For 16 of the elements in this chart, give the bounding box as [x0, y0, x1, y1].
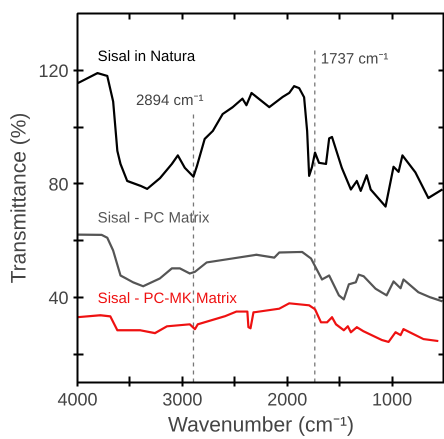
line-series [78, 234, 444, 302]
series-label: Sisal - PC Matrix [98, 210, 210, 227]
series-label: Sisal in Natura [98, 48, 196, 66]
ref-line-label: 2894 cm⁻¹ [136, 92, 204, 110]
x-tick-label: 3000 [162, 390, 202, 410]
line-series [78, 302, 440, 344]
x-axis-title: Wavenumber (cm⁻¹) [168, 414, 354, 436]
x-tick-label: 1000 [372, 390, 412, 410]
y-tick-label: 120 [38, 60, 69, 81]
y-tick-label: 40 [48, 288, 69, 308]
series-label: Sisal - PC-MK Matrix [98, 290, 238, 308]
x-tick-label: 4000 [57, 390, 98, 410]
y-tick-label: 80 [48, 174, 69, 194]
y-axis-title: Transmittance (%) [7, 112, 30, 284]
ref-line-label: 1737 cm⁻¹ [320, 50, 388, 68]
x-tick-label: 2000 [267, 390, 308, 410]
